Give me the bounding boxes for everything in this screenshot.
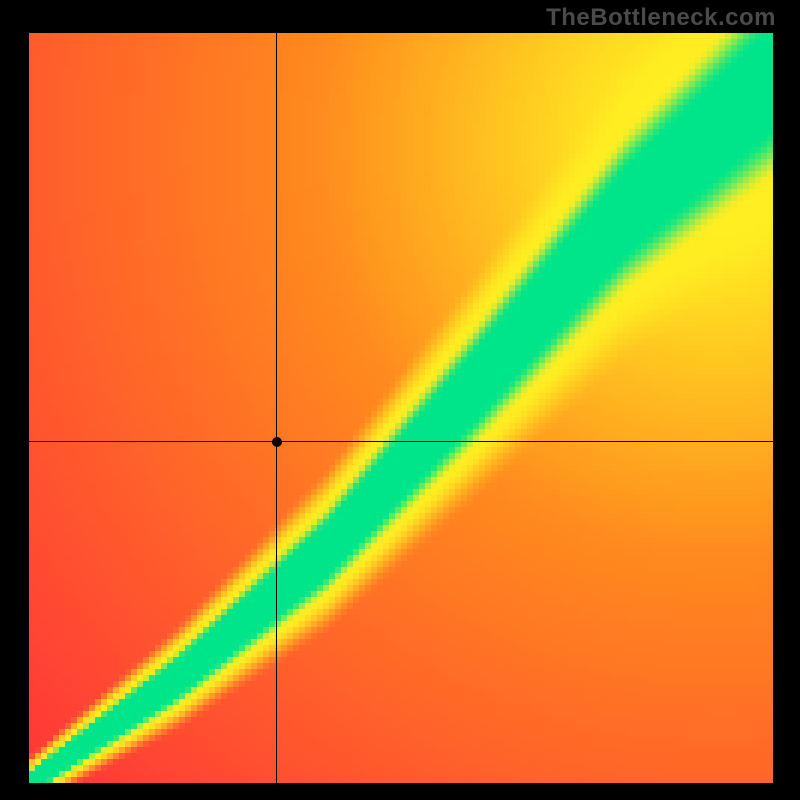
heatmap-plot-area: [29, 33, 773, 783]
crosshair-vertical: [276, 33, 277, 783]
crosshair-horizontal: [29, 441, 773, 442]
chart-frame: TheBottleneck.com: [0, 0, 800, 800]
crosshair-marker-dot: [272, 437, 282, 447]
heatmap-canvas: [29, 33, 773, 783]
attribution-text: TheBottleneck.com: [546, 4, 776, 32]
